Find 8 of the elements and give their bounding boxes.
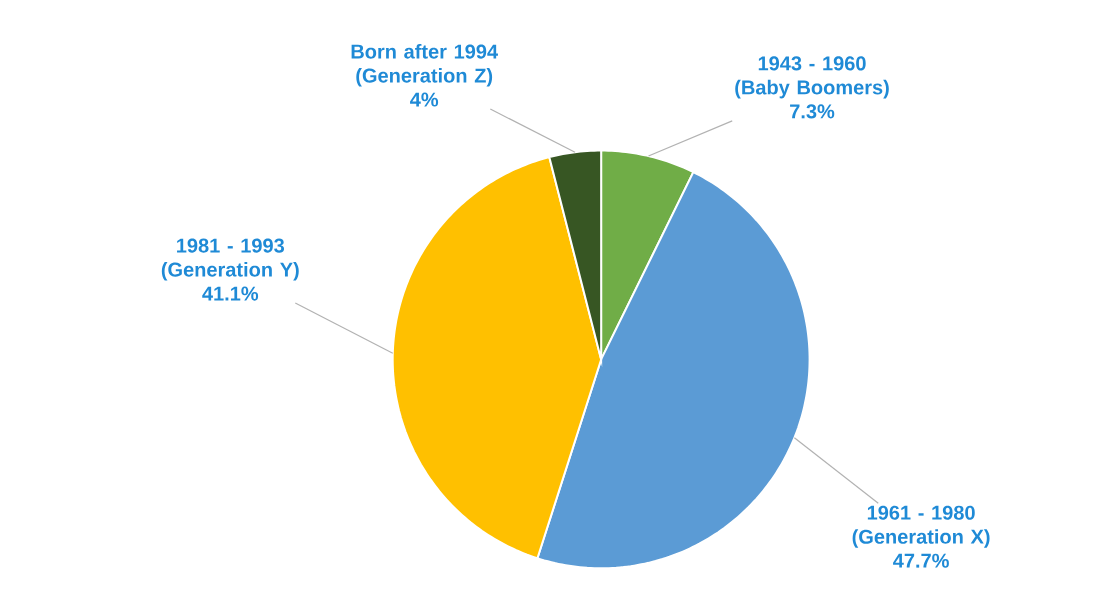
slice-label: 1981 - 1993 (Generation Y) (161, 238, 299, 281)
data-label: 4% (410, 92, 439, 107)
data-label: 41.1% (202, 286, 259, 301)
slice-label: 1943 - 1960 (Baby Boomers) (735, 56, 889, 99)
data-label: 7.3% (790, 104, 835, 119)
data-label: 47.7% (893, 553, 949, 568)
slice-label: 1961 - 1980 (Generation X) (852, 505, 990, 548)
slice-label: Born after 1994 (Generation Z) (351, 43, 498, 87)
